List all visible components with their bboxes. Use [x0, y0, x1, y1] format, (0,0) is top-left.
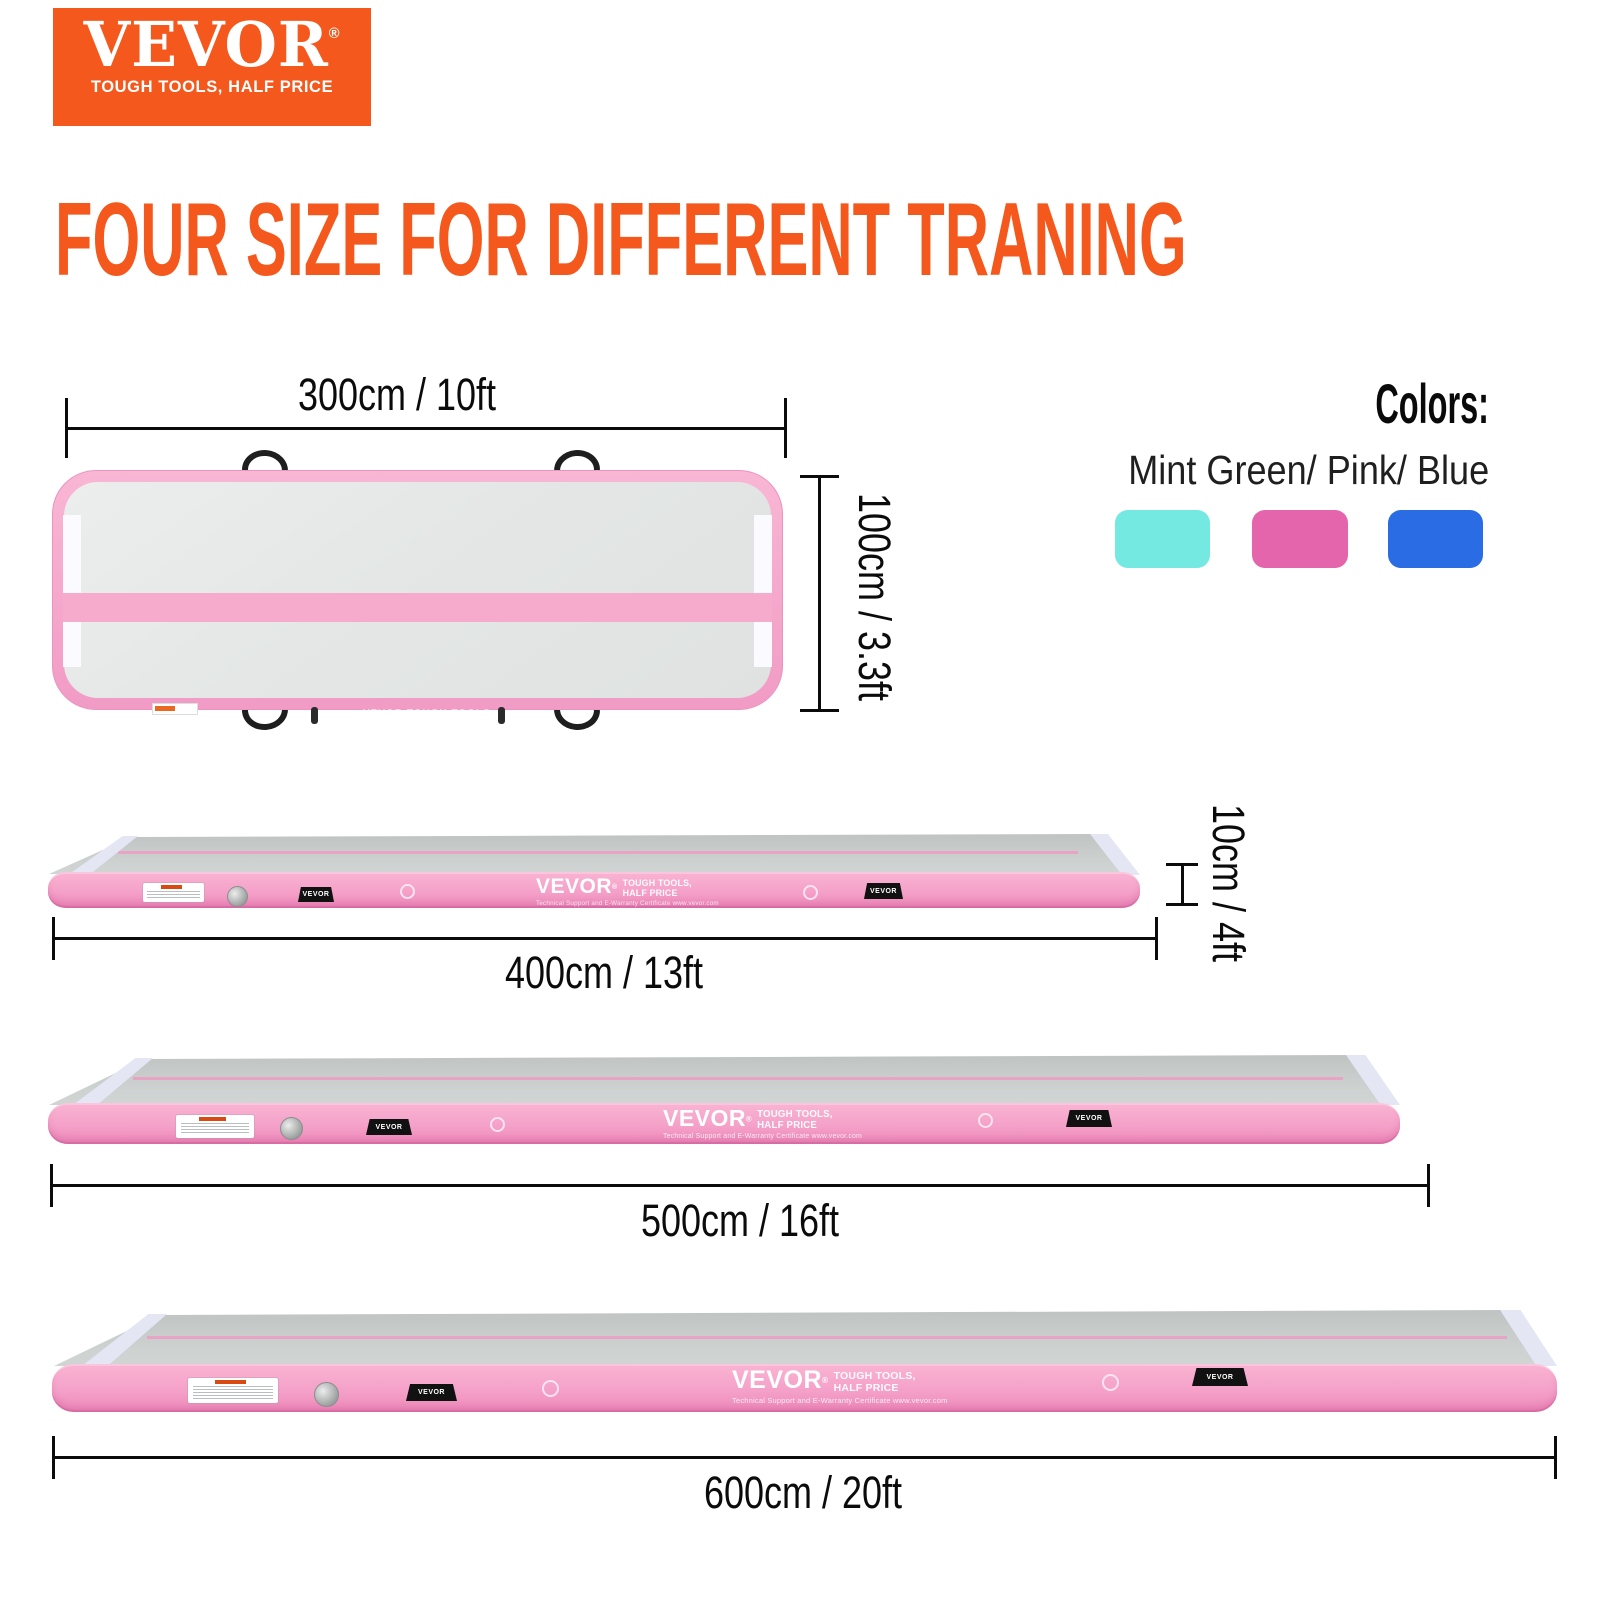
warning-label — [143, 883, 204, 902]
mat-print: VEVOR® TOUGH TOOLS, HALF PRICE Technical … — [536, 876, 719, 907]
air-valve-icon — [314, 1382, 339, 1407]
mat-side-view-400: VEVOR VEVOR® TOUGH TOOLS, HALF PRICE Tech… — [48, 834, 1140, 908]
vevor-tag: VEVOR — [864, 883, 903, 899]
mat-side-view-500: VEVOR VEVOR® TOUGH TOOLS, HALF PRICE Tech… — [48, 1055, 1400, 1144]
warning-label — [176, 1115, 254, 1138]
topview-width-line — [65, 427, 787, 430]
length-tick-right — [1427, 1164, 1430, 1207]
ring-handle-icon — [978, 1113, 993, 1128]
mat-print-brand: VEVOR® — [663, 1105, 753, 1131]
ring-handle-icon — [1102, 1374, 1119, 1391]
length-tick-right — [1155, 917, 1158, 960]
mat-print-brand: VEVOR® — [732, 1366, 829, 1394]
thickness-label: 10cm / 4ft — [1203, 803, 1254, 963]
ring-handle-icon — [400, 884, 415, 899]
length-line-500 — [50, 1184, 1430, 1187]
mat-top-surface — [49, 834, 1139, 874]
mat-top-stripe — [133, 1077, 1343, 1080]
vevor-tag: VEVOR — [406, 1384, 457, 1401]
side-patch — [754, 515, 772, 667]
length-line-400 — [52, 937, 1158, 940]
side-patch — [63, 515, 81, 667]
vevor-logo-wordmark: VEVOR® — [58, 14, 366, 76]
length-label-600: 600cm / 20ft — [703, 1467, 903, 1518]
mat-side-view-600: VEVOR VEVOR® TOUGH TOOLS, HALF PRICE Tech… — [52, 1310, 1557, 1412]
mat-print-slogan: TOUGH TOOLS, HALF PRICE — [833, 1370, 916, 1395]
mat-print-slogan: TOUGH TOOLS, HALF PRICE — [757, 1109, 833, 1132]
mat-print-fine: Technical Support and E-Warranty Certifi… — [732, 1396, 948, 1406]
strap — [498, 707, 505, 724]
mat-top-surface — [49, 1055, 1399, 1105]
ring-handle-icon — [542, 1380, 559, 1397]
mat-print-fine: Technical Support and E-Warranty Certifi… — [663, 1133, 862, 1141]
mat-print: VEVOR® TOUGH TOOLS, HALF PRICE Technical … — [732, 1366, 948, 1406]
registered-mark-icon: ® — [328, 25, 341, 42]
strap — [311, 707, 318, 724]
mat-top-stripe — [118, 851, 1078, 854]
air-valve-icon — [227, 886, 248, 907]
length-line-600 — [52, 1456, 1557, 1459]
mat-print-brand: VEVOR® — [536, 875, 618, 898]
vevor-logo: VEVOR® TOUGH TOOLS, HALF PRICE — [53, 8, 371, 126]
length-tick-left — [50, 1164, 53, 1207]
thickness-line — [1181, 865, 1184, 906]
thickness-tick-bottom — [1166, 903, 1198, 906]
length-tick-left — [52, 917, 55, 960]
swatch-blue — [1388, 510, 1483, 568]
swatch-pink — [1252, 510, 1348, 568]
mat-front-side — [48, 1103, 1400, 1144]
ring-handle-icon — [490, 1117, 505, 1132]
topview-height-tick-bottom — [800, 709, 839, 712]
ring-handle-icon — [803, 885, 818, 900]
mat-front-side — [52, 1364, 1557, 1412]
swatch-mint-green — [1115, 510, 1210, 568]
colors-heading: Colors: — [1375, 372, 1489, 435]
colors-names: Mint Green/ Pink/ Blue — [1128, 447, 1489, 493]
page-title: FOUR SIZE FOR DIFFERENT TRANING — [55, 182, 1187, 298]
air-valve-icon — [280, 1117, 303, 1140]
mat-print-fine: Technical Support and E-Warranty Certifi… — [536, 900, 719, 908]
product-sticker — [152, 703, 198, 715]
length-tick-left — [52, 1436, 55, 1479]
mat-print-slogan: TOUGH TOOLS, HALF PRICE — [622, 878, 692, 899]
topview-height-tick-top — [800, 475, 839, 478]
mat-print: VEVOR® TOUGH TOOLS, HALF PRICE Technical … — [663, 1105, 862, 1141]
vevor-logo-tagline: TOUGH TOOLS, HALF PRICE — [90, 78, 334, 96]
mat-surface — [64, 482, 771, 698]
topview-width-tick-right — [784, 398, 787, 458]
vevor-tag: VEVOR — [1192, 1368, 1248, 1386]
topview-width-tick-left — [65, 398, 68, 458]
vevor-tag: VEVOR — [366, 1119, 412, 1135]
mat-edge-print: VEVOR TOUGH TOOLS — [363, 708, 491, 719]
length-tick-right — [1554, 1436, 1557, 1479]
vevor-tag: VEVOR — [298, 887, 334, 902]
length-label-500: 500cm / 16ft — [640, 1195, 840, 1246]
center-stripe — [63, 593, 772, 622]
mat-top-view: VEVOR TOUGH TOOLS — [52, 470, 783, 719]
vevor-tag: VEVOR — [1066, 1110, 1112, 1127]
topview-height-label: 100cm / 3.3ft — [849, 492, 900, 702]
vevor-logo-text: VEVOR — [83, 8, 329, 81]
thickness-tick-top — [1166, 863, 1198, 866]
topview-width-label: 300cm / 10ft — [297, 369, 497, 420]
topview-height-line — [818, 477, 821, 711]
length-label-400: 400cm / 13ft — [504, 947, 704, 998]
warning-label — [188, 1378, 278, 1403]
mat-top-stripe — [147, 1336, 1507, 1339]
